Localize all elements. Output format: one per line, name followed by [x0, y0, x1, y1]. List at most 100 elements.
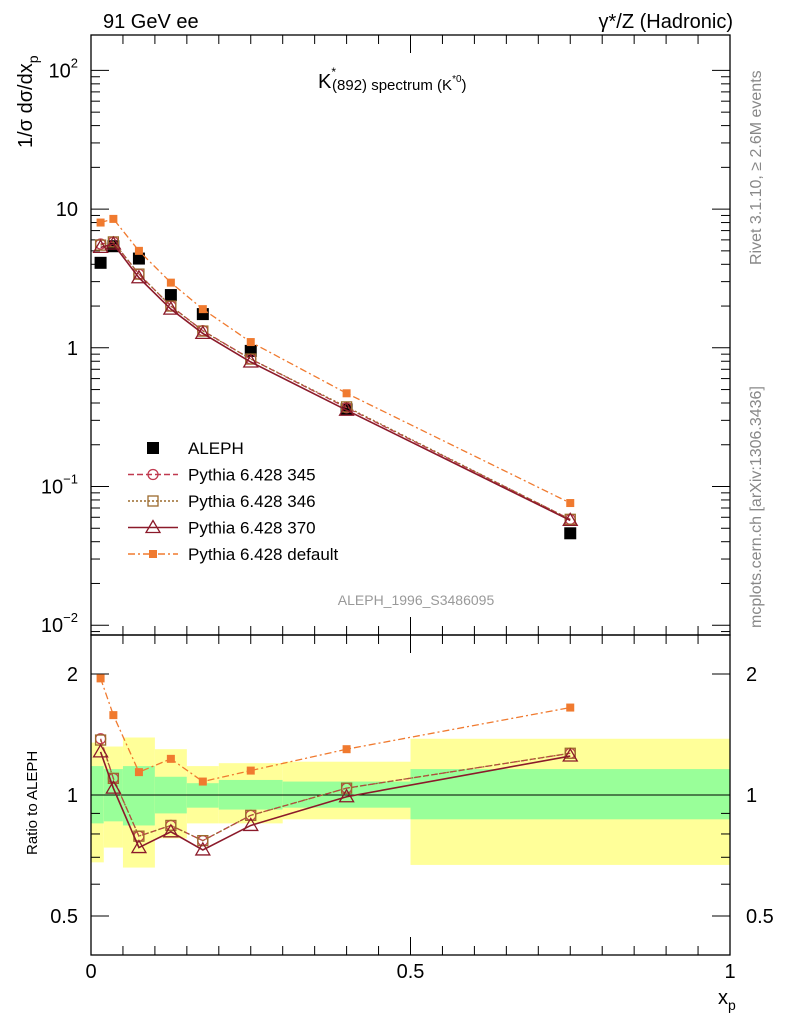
ratio-bands: [91, 737, 730, 868]
ratio-series-3-point: [166, 754, 175, 763]
main-y-tick-base: 10: [56, 199, 78, 221]
legend-marker: [144, 519, 162, 534]
ratio-series-2-point: [338, 788, 355, 803]
ratio-series-3-point: [134, 768, 143, 777]
main-series-line-4: [100, 218, 571, 504]
main-y-tick-base: 10: [41, 615, 63, 637]
legend: ALEPH Pythia 6.428 345 Pythia 6.428 346 Pyt…: [128, 439, 339, 564]
ratio-y-tick-label: 2: [67, 664, 78, 686]
main-ylabel-sub: p: [25, 55, 41, 63]
main-series-4-point: [109, 214, 118, 223]
main-series-3-point: [105, 235, 122, 250]
main-y-tick-base: 10: [41, 477, 63, 499]
main-y-tick-exp: −1: [63, 472, 78, 487]
main-series-4-point: [342, 389, 351, 398]
main-series-3-point: [242, 353, 259, 368]
legend-label: ALEPH: [188, 439, 244, 458]
main-series-group: [92, 214, 579, 540]
legend-marker: [147, 495, 159, 507]
main-y-tick-label: 10: [56, 199, 78, 221]
ratio-series-1-point: [245, 809, 257, 821]
main-y-tick-exp: 2: [71, 55, 78, 70]
ratio-series-2-point: [242, 817, 259, 832]
ratio-series-2-point: [162, 823, 180, 838]
main-ylabel: 1/σ dσ/dxp: [15, 55, 41, 148]
side-label-top: Rivet 3.1.10, ≥ 2.6M events: [748, 70, 765, 265]
ratio-series-2-point: [562, 747, 579, 762]
legend-label: Pythia 6.428 default: [188, 545, 339, 564]
main-series-3-point: [162, 300, 180, 315]
ratio-series-3-point: [198, 777, 207, 786]
title-sup: *: [331, 65, 336, 79]
x-tick-label: 1: [724, 961, 735, 983]
main-y-tick-label: 10−1: [41, 472, 78, 499]
legend-marker: [147, 468, 159, 481]
legend-label: Pythia 6.428 346: [188, 492, 316, 511]
main-series-3-point: [338, 401, 355, 416]
legend-label: Pythia 6.428 370: [188, 519, 316, 538]
ratio-band-inner: [410, 769, 730, 820]
header-right: γ*/Z (Hadronic): [599, 11, 733, 33]
ratio-series-2-point: [130, 839, 148, 854]
x-axis-label: xp: [718, 987, 736, 1013]
main-series-4-point: [566, 499, 575, 508]
main-series-3-point: [194, 325, 211, 340]
main-series-3-point: [562, 512, 579, 527]
main-series-4-point: [198, 305, 207, 314]
legend-marker: [149, 550, 157, 558]
main-series-0-point: [132, 252, 145, 265]
x-axis-label-sub: p: [728, 997, 736, 1013]
main-series-2-point: [133, 268, 145, 280]
main-series-4-point: [134, 246, 143, 255]
main-series-0-point: [164, 289, 177, 302]
ratio-series-2-point: [105, 779, 122, 794]
main-series-0-point: [564, 527, 577, 540]
ratio-y-tick-label: 1: [67, 785, 78, 807]
main-y-tick-label: 1: [67, 338, 78, 360]
ratio-y-tick-label-right: 1: [746, 785, 757, 807]
main-series-3-point: [92, 239, 109, 254]
ratio-y-tick-label-right: 0.5: [746, 906, 774, 928]
ratio-series-3-point: [109, 711, 118, 720]
main-ylabel-text: 1/σ dσ/dx: [15, 63, 37, 148]
main-y-tick-base: 1: [67, 338, 78, 360]
ratio-series-3-point: [566, 703, 575, 712]
main-y-tick-label: 10−2: [41, 610, 78, 637]
analysis-label: ALEPH_1996_S3486095: [338, 592, 495, 608]
main-plot-frame: [90, 34, 731, 636]
ratio-series-line-2: [99, 751, 571, 851]
ratio-series-group: [92, 674, 579, 856]
ratio-y-tick-label-right: 2: [746, 664, 757, 686]
title-end: ): [462, 77, 467, 94]
ratio-series-line-1: [99, 739, 571, 842]
title-main: K: [318, 71, 332, 93]
legend-marker: [147, 442, 159, 454]
x-axis-label-text: x: [718, 987, 728, 1009]
title-sub-sup: *0: [452, 74, 462, 85]
ratio-series-1-point: [340, 782, 353, 794]
main-series-0-point: [94, 256, 107, 269]
ratio-series-3-point: [96, 674, 105, 683]
main-series-4-point: [96, 218, 105, 227]
ratio-series-2-point: [194, 841, 211, 856]
main-series-4-point: [246, 338, 255, 347]
chart-title: K* (892) spectrum (K*0): [318, 65, 467, 94]
ratio-series-1-point: [107, 772, 120, 785]
ratio-series-1-point: [197, 834, 209, 847]
ratio-ylabel: Ratio to ALEPH: [24, 751, 41, 855]
ratio-y-tick-label: 0.5: [50, 906, 78, 928]
header-left: 91 GeV ee: [103, 11, 199, 33]
x-tick-label: 0.5: [397, 961, 425, 983]
ratio-series-3-point: [342, 745, 351, 754]
title-sub: (892) spectrum (K: [332, 77, 452, 94]
main-series-4-point: [166, 278, 175, 287]
main-y-tick-label: 102: [49, 55, 78, 82]
ratio-series-line-3: [99, 678, 571, 783]
ratio-series-2-point: [92, 743, 109, 758]
side-label-bottom: mcplots.cern.ch [arXiv:1306.3436]: [748, 386, 765, 628]
main-y-tick-base: 10: [49, 60, 71, 82]
x-tick-label: 0: [85, 961, 96, 983]
legend-label: Pythia 6.428 345: [188, 466, 316, 485]
